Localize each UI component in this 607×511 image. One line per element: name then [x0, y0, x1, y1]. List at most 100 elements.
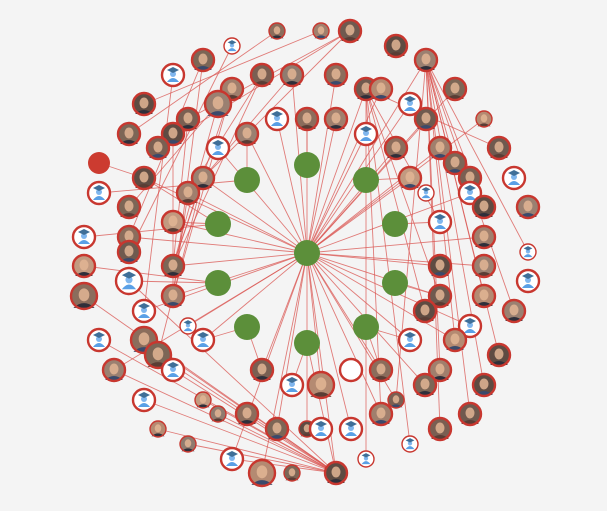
- profile-photo[interactable]: [116, 194, 142, 220]
- graduate-avatar-icon[interactable]: [427, 209, 453, 235]
- graduate-avatar-icon[interactable]: [519, 243, 537, 261]
- profile-photo[interactable]: [160, 209, 186, 235]
- profile-photo[interactable]: [368, 401, 394, 427]
- graduate-avatar-icon[interactable]: [353, 121, 379, 147]
- profile-photo[interactable]: [471, 224, 497, 250]
- graduate-avatar-icon[interactable]: [131, 298, 157, 324]
- profile-photo[interactable]: [486, 342, 512, 368]
- graduate-avatar-icon[interactable]: [219, 446, 245, 472]
- graduate-avatar-icon[interactable]: [205, 135, 231, 161]
- hub-node[interactable]: [234, 314, 260, 340]
- profile-photo[interactable]: [175, 180, 201, 206]
- profile-photo[interactable]: [116, 121, 142, 147]
- profile-photo[interactable]: [194, 391, 212, 409]
- graduate-avatar-icon[interactable]: [501, 165, 527, 191]
- hub-node[interactable]: [382, 211, 408, 237]
- graduate-avatar-icon[interactable]: [86, 327, 112, 353]
- profile-photo[interactable]: [160, 283, 186, 309]
- profile-photo[interactable]: [268, 22, 286, 40]
- hub-node[interactable]: [205, 270, 231, 296]
- graduate-avatar-icon[interactable]: [264, 106, 290, 132]
- profile-photo[interactable]: [413, 106, 439, 132]
- profile-photo[interactable]: [294, 106, 320, 132]
- profile-photo[interactable]: [515, 194, 541, 220]
- profile-photo[interactable]: [101, 357, 127, 383]
- graduate-avatar-icon[interactable]: [71, 224, 97, 250]
- profile-photo[interactable]: [501, 298, 527, 324]
- profile-photo[interactable]: [323, 460, 349, 486]
- graduate-avatar-icon[interactable]: [131, 387, 157, 413]
- profile-photo[interactable]: [145, 135, 171, 161]
- profile-photo[interactable]: [234, 121, 260, 147]
- profile-photo[interactable]: [69, 281, 99, 311]
- profile-photo[interactable]: [442, 76, 468, 102]
- profile-photo[interactable]: [179, 435, 197, 453]
- profile-photo[interactable]: [323, 106, 349, 132]
- profile-photo[interactable]: [323, 62, 349, 88]
- profile-photo[interactable]: [471, 283, 497, 309]
- graduate-avatar-icon[interactable]: [417, 184, 435, 202]
- profile-photo[interactable]: [442, 150, 468, 176]
- profile-photo[interactable]: [203, 89, 233, 119]
- profile-photo[interactable]: [471, 194, 497, 220]
- profile-photo[interactable]: [471, 372, 497, 398]
- profile-photo[interactable]: [413, 47, 439, 73]
- graduate-avatar-icon[interactable]: [114, 266, 144, 296]
- profile-photo[interactable]: [190, 165, 216, 191]
- profile-photo[interactable]: [337, 18, 363, 44]
- profile-photo[interactable]: [442, 327, 468, 353]
- graduate-avatar-icon[interactable]: [279, 372, 305, 398]
- profile-photo[interactable]: [149, 420, 167, 438]
- profile-photo[interactable]: [283, 464, 301, 482]
- empty-avatar[interactable]: [338, 357, 364, 383]
- profile-photo[interactable]: [397, 165, 423, 191]
- graduate-avatar-icon[interactable]: [308, 416, 334, 442]
- profile-photo[interactable]: [412, 372, 438, 398]
- profile-photo[interactable]: [131, 165, 157, 191]
- profile-photo[interactable]: [427, 253, 453, 279]
- hub-node[interactable]: [353, 167, 379, 193]
- graduate-avatar-icon[interactable]: [397, 327, 423, 353]
- hub-node[interactable]: [294, 152, 320, 178]
- hub-node[interactable]: [294, 330, 320, 356]
- profile-photo[interactable]: [190, 47, 216, 73]
- graduate-avatar-icon[interactable]: [338, 416, 364, 442]
- profile-photo[interactable]: [312, 22, 330, 40]
- graduate-avatar-icon[interactable]: [401, 435, 419, 453]
- profile-photo[interactable]: [427, 416, 453, 442]
- graduate-avatar-icon[interactable]: [86, 180, 112, 206]
- hub-node[interactable]: [353, 314, 379, 340]
- profile-photo[interactable]: [387, 391, 405, 409]
- profile-photo[interactable]: [116, 239, 142, 265]
- profile-photo[interactable]: [247, 458, 277, 488]
- profile-photo[interactable]: [368, 76, 394, 102]
- red-dot-node[interactable]: [88, 152, 110, 174]
- profile-photo[interactable]: [306, 370, 336, 400]
- graduate-avatar-icon[interactable]: [179, 317, 197, 335]
- profile-photo[interactable]: [383, 135, 409, 161]
- graduate-avatar-icon[interactable]: [397, 91, 423, 117]
- graduate-avatar-icon[interactable]: [223, 37, 241, 55]
- hub-node[interactable]: [205, 211, 231, 237]
- profile-photo[interactable]: [175, 106, 201, 132]
- profile-photo[interactable]: [160, 253, 186, 279]
- profile-photo[interactable]: [471, 253, 497, 279]
- profile-photo[interactable]: [383, 33, 409, 59]
- profile-photo[interactable]: [279, 62, 305, 88]
- profile-photo[interactable]: [264, 416, 290, 442]
- hub-node[interactable]: [382, 270, 408, 296]
- hub-node[interactable]: [294, 240, 320, 266]
- profile-photo[interactable]: [486, 135, 512, 161]
- profile-photo[interactable]: [412, 298, 438, 324]
- profile-photo[interactable]: [368, 357, 394, 383]
- graduate-avatar-icon[interactable]: [457, 313, 483, 339]
- profile-photo[interactable]: [249, 357, 275, 383]
- graduate-avatar-icon[interactable]: [160, 62, 186, 88]
- hub-node[interactable]: [234, 167, 260, 193]
- profile-photo[interactable]: [71, 253, 97, 279]
- profile-photo[interactable]: [457, 401, 483, 427]
- profile-photo[interactable]: [475, 110, 493, 128]
- profile-photo[interactable]: [249, 62, 275, 88]
- graduate-avatar-icon[interactable]: [190, 327, 216, 353]
- graduate-avatar-icon[interactable]: [357, 450, 375, 468]
